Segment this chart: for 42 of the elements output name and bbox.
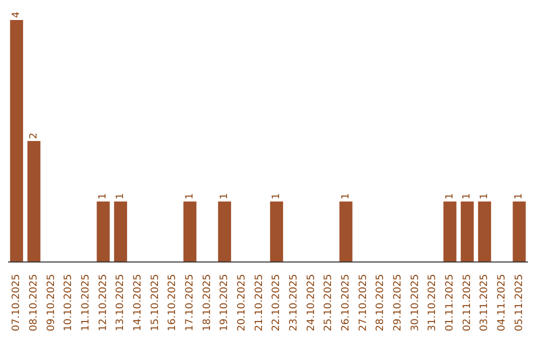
x-tick-label: 28.10.2025 (375, 274, 386, 332)
x-tick-label: 19.10.2025 (219, 274, 230, 332)
x-tick-label: 08.10.2025 (28, 274, 40, 332)
x-tick-label: 27.10.2025 (358, 274, 369, 332)
data-label: 1 (271, 193, 282, 200)
x-tick-label: 10.10.2025 (63, 274, 74, 332)
data-label: 1 (340, 193, 352, 200)
x-tick-label: 09.10.2025 (46, 274, 57, 332)
x-tick-label: 17.10.2025 (184, 274, 196, 332)
x-tick-label: 05.11.2025 (514, 274, 525, 332)
x-tick-label: 13.10.2025 (115, 274, 126, 332)
data-label: 1 (184, 193, 196, 200)
data-label: 1 (514, 193, 525, 200)
x-tick-label: 21.10.2025 (254, 274, 265, 332)
x-tick-label: 25.10.2025 (323, 274, 334, 332)
data-label: 4 (11, 12, 22, 18)
x-tick-label: 16.10.2025 (167, 274, 178, 332)
x-tick-label: 04.11.2025 (496, 274, 508, 332)
data-label: 1 (115, 193, 126, 200)
x-tick-label: 01.11.2025 (444, 274, 456, 332)
x-tick-label: 11.10.2025 (80, 274, 92, 332)
x-tick-label: 30.10.2025 (410, 274, 421, 332)
x-tick-label: 20.10.2025 (236, 274, 248, 332)
x-tick-label: 26.10.2025 (340, 274, 352, 332)
data-label: 1 (462, 193, 473, 200)
x-tick-label: 18.10.2025 (202, 274, 213, 332)
data-label: 1 (479, 193, 490, 200)
data-label: 2 (28, 132, 40, 139)
x-tick-label: 03.11.2025 (479, 274, 490, 332)
x-tick-label: 12.10.2025 (98, 274, 109, 332)
x-tick-label: 31.10.2025 (427, 274, 438, 332)
x-tick-label: 15.10.2025 (150, 274, 161, 332)
x-tick-label: 07.10.2025 (11, 274, 22, 332)
x-tick-label: 29.10.2025 (392, 274, 404, 332)
data-label: 1 (444, 193, 456, 200)
data-label: 1 (98, 193, 109, 200)
data-label: 1 (219, 193, 230, 200)
x-tick-label: 22.10.2025 (271, 274, 282, 332)
x-tick-label: 23.10.2025 (288, 274, 300, 332)
x-tick-label: 14.10.2025 (132, 274, 144, 332)
x-tick-label: 02.11.2025 (462, 274, 473, 332)
x-tick-label: 24.10.2025 (306, 274, 317, 332)
